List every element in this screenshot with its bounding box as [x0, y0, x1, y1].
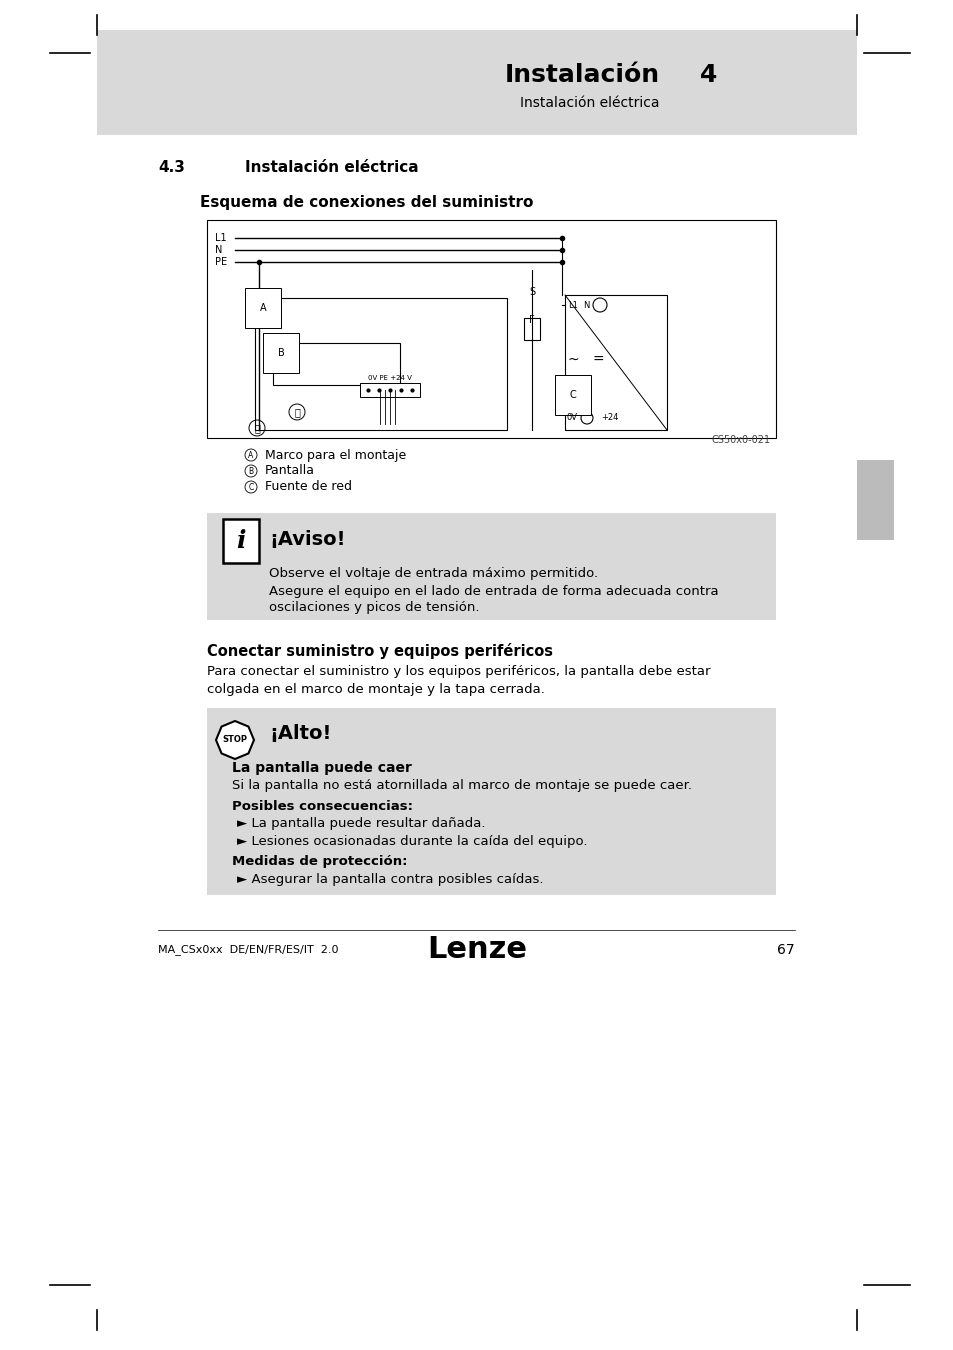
FancyBboxPatch shape: [273, 343, 399, 385]
Text: PE: PE: [214, 256, 227, 267]
Text: C: C: [569, 390, 577, 400]
Text: =: =: [593, 352, 604, 367]
Text: A: A: [248, 451, 253, 459]
Text: Observe el voltaje de entrada máximo permitido.: Observe el voltaje de entrada máximo per…: [269, 567, 598, 579]
FancyBboxPatch shape: [97, 30, 856, 135]
Text: N: N: [214, 244, 222, 255]
Text: 4: 4: [700, 63, 717, 86]
Text: Pantalla: Pantalla: [265, 464, 314, 478]
Text: CS50x0-021: CS50x0-021: [711, 435, 770, 446]
Text: Fuente de red: Fuente de red: [265, 481, 352, 494]
Text: La pantalla puede caer: La pantalla puede caer: [232, 761, 412, 775]
Text: 0V: 0V: [566, 413, 578, 423]
Text: ► Asegurar la pantalla contra posibles caídas.: ► Asegurar la pantalla contra posibles c…: [236, 873, 543, 887]
Text: ¡Alto!: ¡Alto!: [269, 725, 331, 744]
Text: Instalación eléctrica: Instalación eléctrica: [245, 161, 418, 176]
Text: Asegure el equipo en el lado de entrada de forma adecuada contra: Asegure el equipo en el lado de entrada …: [269, 585, 718, 598]
FancyBboxPatch shape: [223, 518, 258, 563]
Text: oscilaciones y picos de tensión.: oscilaciones y picos de tensión.: [269, 601, 479, 613]
Text: 67: 67: [777, 944, 794, 957]
Text: Lenze: Lenze: [427, 936, 526, 964]
Text: S: S: [528, 288, 535, 297]
Text: ⏚: ⏚: [294, 406, 299, 417]
Text: +24: +24: [600, 413, 618, 423]
FancyBboxPatch shape: [207, 220, 775, 437]
Text: ► La pantalla puede resultar dañada.: ► La pantalla puede resultar dañada.: [236, 818, 485, 830]
Text: A: A: [260, 302, 266, 313]
Text: Si la pantalla no está atornillada al marco de montaje se puede caer.: Si la pantalla no está atornillada al ma…: [232, 779, 691, 792]
FancyBboxPatch shape: [856, 460, 893, 540]
Text: ⏚: ⏚: [253, 423, 259, 433]
Text: MA_CSx0xx  DE/EN/FR/ES/IT  2.0: MA_CSx0xx DE/EN/FR/ES/IT 2.0: [158, 945, 338, 956]
Text: colgada en el marco de montaje y la tapa cerrada.: colgada en el marco de montaje y la tapa…: [207, 683, 544, 695]
Text: L1: L1: [567, 301, 578, 309]
Text: ~: ~: [567, 352, 579, 367]
Text: Instalación eléctrica: Instalación eléctrica: [520, 96, 659, 109]
FancyBboxPatch shape: [254, 298, 506, 431]
Text: C: C: [248, 482, 253, 491]
Text: i: i: [236, 529, 246, 554]
Text: Medidas de protección:: Medidas de protección:: [232, 856, 407, 868]
Text: Posibles consecuencias:: Posibles consecuencias:: [232, 799, 413, 813]
Text: N: N: [582, 301, 589, 309]
FancyBboxPatch shape: [359, 383, 419, 397]
Text: Conectar suministro y equipos periféricos: Conectar suministro y equipos periférico…: [207, 643, 553, 659]
Text: F: F: [529, 315, 535, 325]
Text: B: B: [277, 348, 284, 358]
Text: ► Lesiones ocasionadas durante la caída del equipo.: ► Lesiones ocasionadas durante la caída …: [236, 836, 587, 849]
Text: 0V PE +24 V: 0V PE +24 V: [368, 375, 412, 381]
Text: Esquema de conexiones del suministro: Esquema de conexiones del suministro: [200, 194, 533, 209]
Text: L1: L1: [214, 234, 227, 243]
Text: ¡Aviso!: ¡Aviso!: [269, 531, 345, 549]
Text: STOP: STOP: [222, 736, 247, 744]
FancyBboxPatch shape: [523, 319, 539, 340]
FancyBboxPatch shape: [564, 296, 666, 431]
FancyBboxPatch shape: [207, 513, 775, 620]
FancyBboxPatch shape: [207, 707, 775, 895]
Text: B: B: [248, 467, 253, 475]
Text: Para conectar el suministro y los equipos periféricos, la pantalla debe estar: Para conectar el suministro y los equipo…: [207, 666, 710, 679]
Polygon shape: [215, 721, 253, 759]
Text: 4.3: 4.3: [158, 161, 185, 176]
Text: Instalación: Instalación: [504, 63, 659, 86]
Text: Marco para el montaje: Marco para el montaje: [265, 448, 406, 462]
